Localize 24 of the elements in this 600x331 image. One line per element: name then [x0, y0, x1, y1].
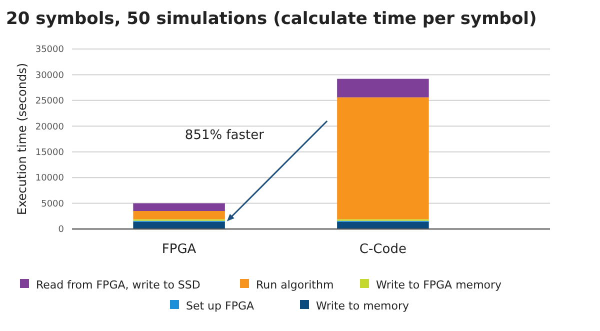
- legend-label: Write to FPGA memory: [376, 278, 502, 292]
- legend-label: Set up FPGA: [186, 300, 254, 313]
- y-axis-title: Execution time (seconds): [15, 62, 29, 216]
- bar: [337, 97, 429, 220]
- y-tick-label: 35000: [35, 45, 64, 56]
- bar: [337, 78, 429, 98]
- bar: [133, 211, 225, 220]
- y-tick-label: 0: [58, 225, 64, 236]
- legend-label: Write to memory: [316, 300, 410, 313]
- legend-label: Read from FPGA, write to SSD: [36, 278, 200, 292]
- x-tick-label: C-Code: [359, 242, 406, 257]
- y-tick-label: 30000: [35, 70, 64, 81]
- legend-label: Run algorithm: [256, 278, 334, 292]
- y-tick-label: 20000: [35, 122, 64, 132]
- bar: [337, 222, 429, 229]
- x-tick-label: FPGA: [162, 242, 196, 257]
- y-tick-label: 15000: [35, 148, 64, 158]
- bar: [133, 203, 225, 211]
- annotation: 851% faster: [184, 128, 265, 143]
- y-tick-label: 25000: [35, 96, 64, 107]
- y-tick-label: 10000: [35, 174, 64, 184]
- y-tick-label: 5000: [41, 199, 64, 210]
- chart-title: 20 symbols, 50 simulations (calculate time per symbol): [6, 9, 537, 29]
- bar: [133, 222, 225, 229]
